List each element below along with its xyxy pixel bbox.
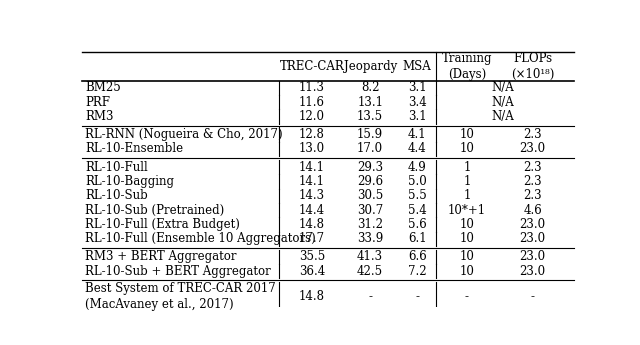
Text: Best System of TREC-CAR 2017
(MacAvaney et al., 2017): Best System of TREC-CAR 2017 (MacAvaney … [85,282,276,311]
Text: RL-10-Sub + BERT Aggregator: RL-10-Sub + BERT Aggregator [85,265,271,278]
Text: 14.1: 14.1 [299,160,325,174]
Text: 15.9: 15.9 [357,128,383,141]
Text: 6.6: 6.6 [408,250,427,263]
Text: 7.2: 7.2 [408,265,427,278]
Text: RL-10-Sub: RL-10-Sub [85,189,148,202]
Text: -: - [415,290,419,303]
Text: MSA: MSA [403,60,431,73]
Text: 11.6: 11.6 [299,96,325,109]
Text: 42.5: 42.5 [357,265,383,278]
Text: 8.2: 8.2 [361,81,380,95]
Text: 12.8: 12.8 [299,128,325,141]
Text: Training
(Days): Training (Days) [442,52,492,81]
Text: 13.1: 13.1 [357,96,383,109]
Text: 14.8: 14.8 [299,218,325,231]
Text: 33.9: 33.9 [357,232,383,245]
Text: 5.4: 5.4 [408,204,427,217]
Text: 10*+1: 10*+1 [448,204,486,217]
Text: 2.3: 2.3 [524,189,542,202]
Text: -: - [465,290,469,303]
Text: 1: 1 [463,160,470,174]
Text: 23.0: 23.0 [520,218,546,231]
Text: 23.0: 23.0 [520,142,546,156]
Text: RL-RNN (Nogueira & Cho, 2017): RL-RNN (Nogueira & Cho, 2017) [85,128,283,141]
Text: 10: 10 [460,128,474,141]
Text: 30.7: 30.7 [357,204,383,217]
Text: TREC-CAR: TREC-CAR [280,60,344,73]
Text: FLOPs
(×10¹⁸): FLOPs (×10¹⁸) [511,52,554,81]
Text: -: - [368,290,372,303]
Text: N/A: N/A [492,110,514,123]
Text: N/A: N/A [492,81,514,95]
Text: 10: 10 [460,250,474,263]
Text: 1: 1 [463,175,470,188]
Text: 4.4: 4.4 [408,142,427,156]
Text: 3.4: 3.4 [408,96,427,109]
Text: 2.3: 2.3 [524,175,542,188]
Text: Jeopardy: Jeopardy [344,60,397,73]
Text: RM3: RM3 [85,110,113,123]
Text: 6.1: 6.1 [408,232,427,245]
Text: 23.0: 23.0 [520,265,546,278]
Text: 10: 10 [460,265,474,278]
Text: 17.0: 17.0 [357,142,383,156]
Text: 4.6: 4.6 [524,204,542,217]
Text: 5.6: 5.6 [408,218,427,231]
Text: RM3 + BERT Aggregator: RM3 + BERT Aggregator [85,250,236,263]
Text: RL-10-Sub (Pretrained): RL-10-Sub (Pretrained) [85,204,224,217]
Text: RL-10-Full (Ensemble 10 Aggregators): RL-10-Full (Ensemble 10 Aggregators) [85,232,316,245]
Text: 13.5: 13.5 [357,110,383,123]
Text: BM25: BM25 [85,81,121,95]
Text: 31.2: 31.2 [357,218,383,231]
Text: 23.0: 23.0 [520,232,546,245]
Text: 12.0: 12.0 [299,110,325,123]
Text: N/A: N/A [492,96,514,109]
Text: 3.1: 3.1 [408,110,427,123]
Text: 2.3: 2.3 [524,160,542,174]
Text: 14.8: 14.8 [299,290,325,303]
Text: 11.3: 11.3 [299,81,325,95]
Text: 10: 10 [460,218,474,231]
Text: 17.7: 17.7 [299,232,325,245]
Text: 10: 10 [460,142,474,156]
Text: 35.5: 35.5 [299,250,325,263]
Text: 1: 1 [463,189,470,202]
Text: RL-10-Full: RL-10-Full [85,160,148,174]
Text: 41.3: 41.3 [357,250,383,263]
Text: 13.0: 13.0 [299,142,325,156]
Text: RL-10-Ensemble: RL-10-Ensemble [85,142,183,156]
Text: 14.3: 14.3 [299,189,325,202]
Text: 5.5: 5.5 [408,189,427,202]
Text: -: - [531,290,534,303]
Text: PRF: PRF [85,96,110,109]
Text: 14.1: 14.1 [299,175,325,188]
Text: 10: 10 [460,232,474,245]
Text: 36.4: 36.4 [299,265,325,278]
Text: 2.3: 2.3 [524,128,542,141]
Text: 23.0: 23.0 [520,250,546,263]
Text: 29.6: 29.6 [357,175,383,188]
Text: RL-10-Full (Extra Budget): RL-10-Full (Extra Budget) [85,218,240,231]
Text: 29.3: 29.3 [357,160,383,174]
Text: 4.1: 4.1 [408,128,427,141]
Text: 3.1: 3.1 [408,81,427,95]
Text: 14.4: 14.4 [299,204,325,217]
Text: 30.5: 30.5 [357,189,383,202]
Text: RL-10-Bagging: RL-10-Bagging [85,175,174,188]
Text: 5.0: 5.0 [408,175,427,188]
Text: 4.9: 4.9 [408,160,427,174]
